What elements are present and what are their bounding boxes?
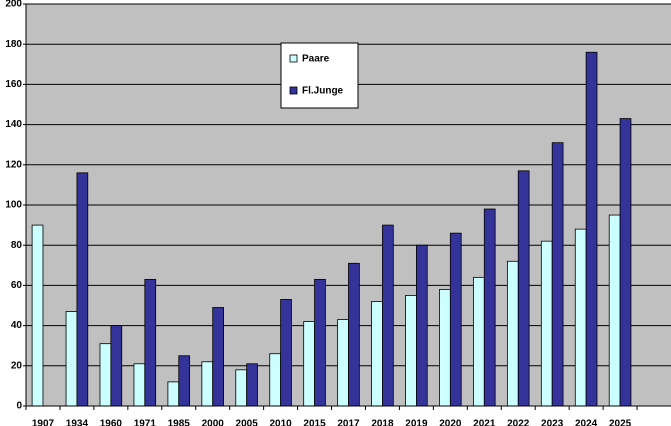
- y-tick-label: 160: [5, 79, 22, 90]
- bar: [314, 278, 326, 407]
- x-tick-label: 1907: [32, 419, 55, 426]
- bar: [585, 51, 598, 407]
- bar: [540, 240, 553, 407]
- y-tick-label: 200: [5, 0, 22, 10]
- y-tick-label: 0: [16, 401, 22, 412]
- bar: [144, 278, 157, 407]
- bar: [483, 208, 496, 407]
- x-tick-label: 2015: [303, 419, 326, 426]
- bar: [65, 311, 78, 407]
- bar: [348, 262, 360, 407]
- bar: [201, 361, 214, 407]
- bar: [133, 363, 146, 407]
- bar: [439, 289, 451, 407]
- x-tick-label: 2022: [507, 419, 530, 426]
- bar: [608, 214, 621, 407]
- bar: [371, 301, 383, 407]
- x-tick-label: 1934: [66, 419, 89, 426]
- x-tick-label: 2021: [473, 419, 496, 426]
- bar: [246, 363, 258, 407]
- x-tick-label: 2005: [236, 419, 259, 426]
- bar: [167, 381, 180, 407]
- x-tick-label: 2023: [541, 419, 564, 426]
- x-tick-label: 2017: [337, 419, 360, 426]
- x-tick-label: 2018: [371, 419, 394, 426]
- legend-label: Paare: [302, 54, 330, 65]
- x-tick-label: 2025: [609, 419, 632, 426]
- bar: [235, 369, 248, 407]
- x-tick-label: 2019: [405, 419, 428, 426]
- x-tick-label: 2020: [439, 419, 462, 426]
- bar: [76, 172, 89, 407]
- x-tick-label: 1971: [134, 419, 157, 426]
- bar: [506, 260, 519, 407]
- x-tick-label: 2024: [575, 419, 598, 426]
- bar: [415, 244, 428, 407]
- bar: [212, 307, 224, 407]
- bar: [382, 224, 394, 407]
- y-tick-label: 80: [11, 240, 23, 251]
- legend-swatch: [289, 54, 298, 63]
- y-tick-label: 40: [11, 320, 23, 331]
- y-tick-label: 180: [5, 39, 22, 50]
- legend-box: [280, 42, 359, 109]
- bar: [99, 343, 112, 407]
- x-tick-label: 1960: [100, 419, 123, 426]
- bar: [405, 295, 417, 407]
- bar: [178, 355, 191, 407]
- y-tick-label: 60: [11, 280, 23, 291]
- x-tick-label: 1985: [168, 419, 191, 426]
- bar: [619, 118, 632, 407]
- y-tick-label: 100: [5, 200, 22, 211]
- x-tick-label: 2000: [202, 419, 225, 426]
- bar: [110, 325, 123, 407]
- bar: [449, 232, 462, 407]
- y-tick-label: 20: [11, 360, 23, 371]
- bar: [31, 224, 44, 407]
- y-tick-label: 120: [5, 159, 22, 170]
- x-tick-label: 2010: [269, 419, 292, 426]
- bar: [303, 321, 315, 407]
- bar: [517, 170, 530, 407]
- bar: [269, 353, 282, 407]
- bar: [280, 299, 292, 407]
- bar: [337, 319, 349, 407]
- bar: [473, 276, 485, 407]
- bar: [551, 142, 564, 407]
- legend-swatch: [289, 86, 298, 95]
- y-tick-label: 140: [5, 119, 22, 130]
- legend-label: Fl.Junge: [302, 86, 344, 97]
- bar: [574, 228, 587, 407]
